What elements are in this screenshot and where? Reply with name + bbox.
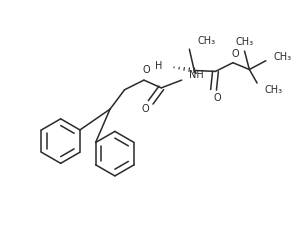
Text: O: O [141,104,149,114]
Text: CH₃: CH₃ [265,85,283,95]
Text: CH₃: CH₃ [197,36,215,46]
Text: O: O [214,93,221,103]
Text: CH₃: CH₃ [235,37,254,47]
Text: H: H [155,61,162,71]
Text: O: O [231,49,239,59]
Text: O: O [142,65,150,75]
Text: NH: NH [189,70,204,80]
Text: CH₃: CH₃ [273,52,292,62]
